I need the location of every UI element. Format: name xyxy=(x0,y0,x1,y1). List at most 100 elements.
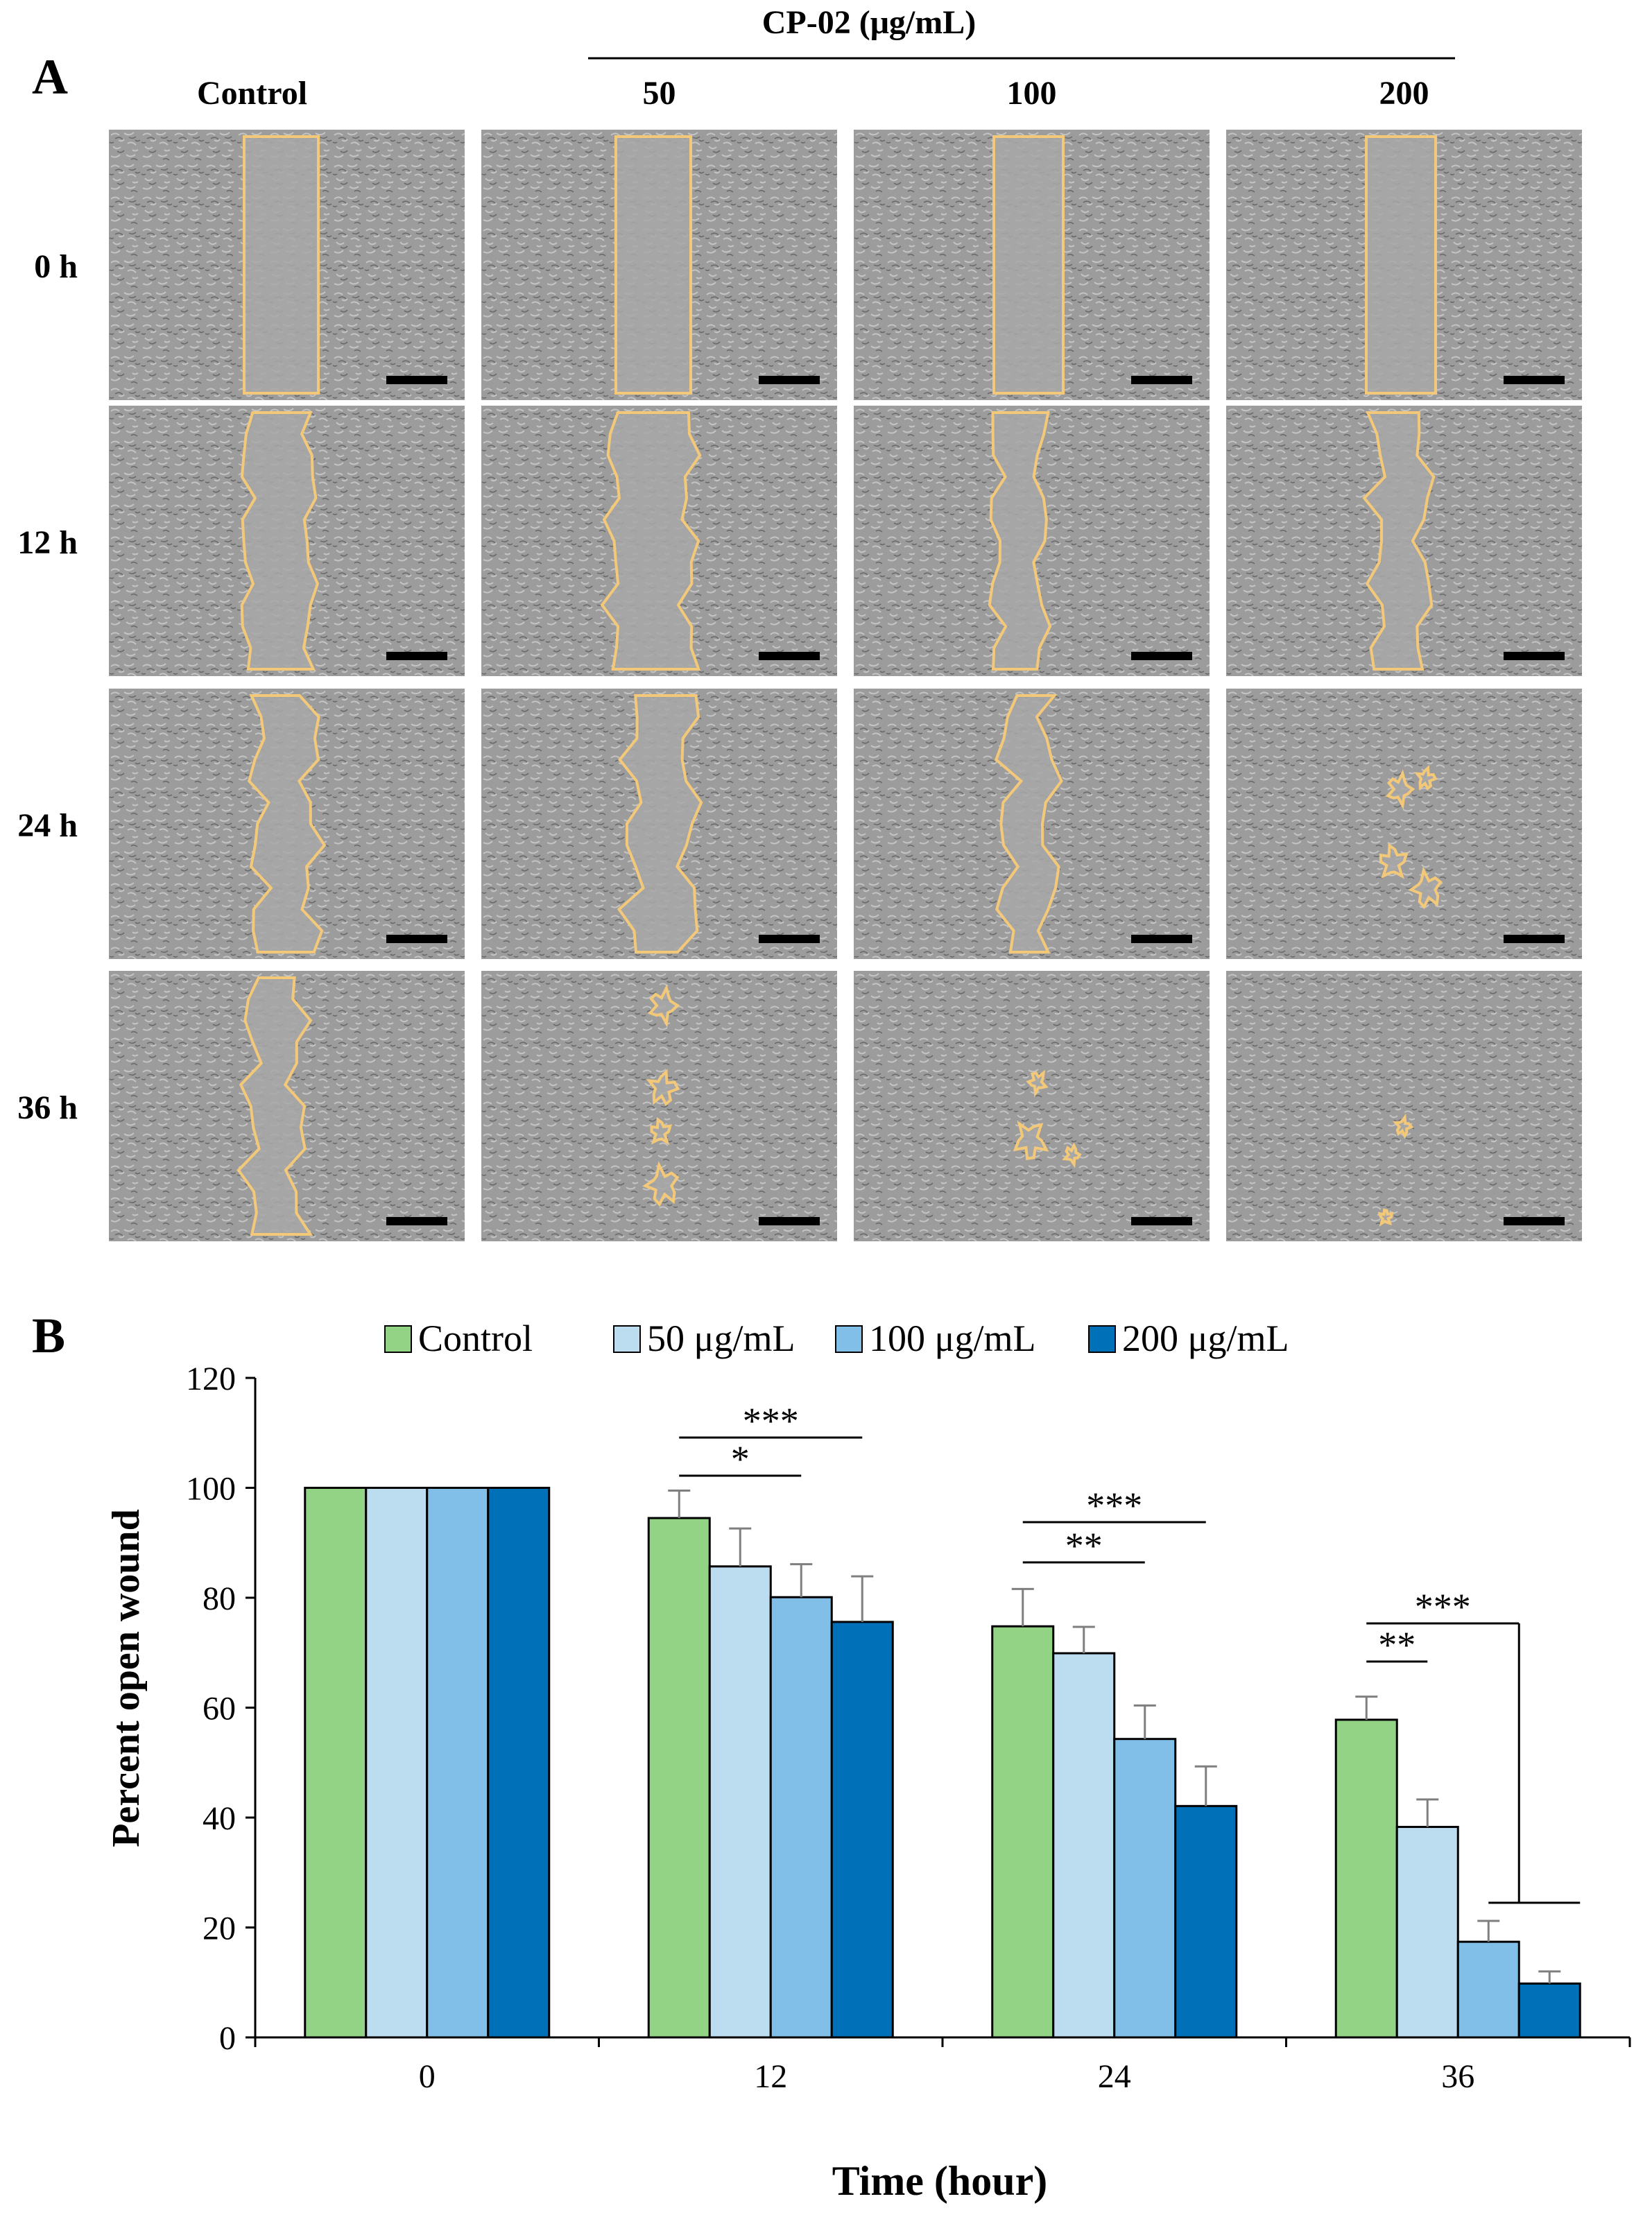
scale-bar xyxy=(759,376,820,384)
row-header-2: 24 h xyxy=(17,807,78,844)
legend-swatch-3 xyxy=(1088,1325,1116,1353)
wound-outline xyxy=(994,694,1063,954)
bar-s2-g3 xyxy=(1456,1940,1520,2039)
scale-bar xyxy=(386,935,447,943)
micrograph-r3-c0 xyxy=(109,971,465,1241)
legend-swatch-2 xyxy=(835,1325,863,1353)
bar-s3-g2 xyxy=(1174,1804,1238,2039)
scale-bar xyxy=(1131,652,1192,660)
column-header-0: Control xyxy=(197,75,307,112)
bar-s0-g3 xyxy=(1334,1718,1398,2039)
wound-outline xyxy=(600,411,702,671)
wound-outline xyxy=(1062,1142,1082,1168)
y-tick-label-5: 100 xyxy=(186,1471,236,1508)
significance-label-5: *** xyxy=(1415,1586,1471,1628)
y-axis-title: Percent open wound xyxy=(105,1509,148,1847)
bar-series xyxy=(304,1487,1581,2039)
scale-bar xyxy=(1131,935,1192,943)
x-tick-label-3: 36 xyxy=(1441,2058,1474,2095)
wound-outline xyxy=(647,984,680,1028)
wound-outline xyxy=(243,135,320,395)
micrograph-r1-c3 xyxy=(1226,406,1582,676)
micrograph-r1-c0 xyxy=(109,406,465,676)
significance-label-3: *** xyxy=(1086,1485,1142,1526)
bar-s0-g1 xyxy=(647,1517,711,2039)
row-header-0: 0 h xyxy=(34,248,78,285)
wound-outline xyxy=(642,1161,680,1207)
wound-outline xyxy=(1365,135,1437,395)
cp02-group-header: CP-02 (μg/mL) xyxy=(762,4,976,41)
wound-outline xyxy=(1393,1113,1414,1139)
wound-outline xyxy=(1377,1208,1394,1227)
bar-s0-g0 xyxy=(304,1487,368,2039)
micrograph-r2-c2 xyxy=(854,689,1210,959)
bar-s2-g2 xyxy=(1113,1738,1177,2039)
panel-b: B Control 50 μg/mL 100 μg/mL 200 μg/mL 0 20 4… xyxy=(32,1308,1631,2204)
micrograph-image xyxy=(854,971,1210,1241)
legend-label-3: 200 μg/mL xyxy=(1122,1318,1289,1359)
scale-bar xyxy=(1504,376,1565,384)
bar-s2-g0 xyxy=(426,1487,490,2039)
wound-outline xyxy=(1408,866,1443,910)
bar-s2-g1 xyxy=(769,1596,833,2039)
wound-outline xyxy=(236,976,313,1236)
y-axis: 0 20 40 60 80 100 120 xyxy=(186,1361,257,2057)
scale-bar xyxy=(1131,1217,1192,1225)
wound-outline xyxy=(992,135,1065,395)
column-header-3: 200 xyxy=(1379,75,1429,112)
wound-outline xyxy=(988,411,1052,671)
bar-s0-g2 xyxy=(991,1625,1055,2039)
scale-bar xyxy=(386,376,447,384)
x-axis: 0 12 24 36 xyxy=(254,2036,1631,2095)
scale-bar xyxy=(1504,652,1565,660)
error-bars xyxy=(668,1489,1561,1984)
panel-a-label: A xyxy=(32,49,68,105)
bar-s1-g0 xyxy=(365,1487,429,2039)
scale-bar xyxy=(759,1217,820,1225)
panel-a: A CP-02 (μg/mL) Control 50 100 200 0 h 12 h 2… xyxy=(17,4,1582,1241)
column-header-2: 100 xyxy=(1007,75,1057,112)
bar-s1-g3 xyxy=(1395,1825,1459,2039)
significance-brackets: ************** xyxy=(679,1400,1581,1904)
x-tick-label-0: 0 xyxy=(419,2058,436,2095)
bar-s3-g0 xyxy=(487,1487,551,2039)
legend-label-1: 50 μg/mL xyxy=(647,1318,795,1359)
micrograph-r1-c2 xyxy=(854,406,1210,676)
legend-label-2: 100 μg/mL xyxy=(869,1318,1035,1359)
bar-s3-g1 xyxy=(830,1621,894,2039)
micrograph-r0-c0 xyxy=(109,130,465,400)
x-tick-label-2: 24 xyxy=(1098,2058,1131,2095)
wound-outline xyxy=(1379,843,1409,879)
column-headers: Control 50 100 200 xyxy=(197,75,1429,112)
scale-bar xyxy=(759,652,820,660)
significance-label-0: * xyxy=(731,1438,750,1480)
wound-outline xyxy=(1026,1069,1049,1098)
wound-outline xyxy=(1013,1120,1049,1160)
micrograph-r3-c3 xyxy=(1226,971,1582,1241)
micrograph-grid xyxy=(109,130,1582,1241)
column-header-1: 50 xyxy=(643,75,676,112)
scale-bar xyxy=(759,935,820,943)
y-tick-label-2: 40 xyxy=(203,1800,236,1837)
micrograph-r3-c1 xyxy=(481,971,837,1241)
wound-outline xyxy=(614,135,692,395)
wound-outline xyxy=(1414,765,1438,791)
legend-label-0: Control xyxy=(418,1318,533,1359)
micrograph-r0-c1 xyxy=(481,130,837,400)
x-axis-title: Time (hour) xyxy=(832,2158,1048,2204)
micrograph-r2-c1 xyxy=(481,689,837,959)
bar-s1-g1 xyxy=(708,1565,772,2039)
chart-legend: Control 50 μg/mL 100 μg/mL 200 μg/mL xyxy=(384,1318,1289,1359)
significance-label-2: ** xyxy=(1065,1525,1103,1567)
legend-swatch-1 xyxy=(613,1325,641,1353)
scale-bar xyxy=(386,652,447,660)
scale-bar xyxy=(386,1217,447,1225)
wound-outline xyxy=(1362,411,1436,671)
row-header-3: 36 h xyxy=(17,1089,78,1126)
significance-label-1: *** xyxy=(743,1400,799,1442)
legend-swatch-0 xyxy=(384,1325,412,1353)
micrograph-image xyxy=(1226,971,1582,1241)
scale-bar xyxy=(1131,376,1192,384)
scale-bar xyxy=(1504,935,1565,943)
